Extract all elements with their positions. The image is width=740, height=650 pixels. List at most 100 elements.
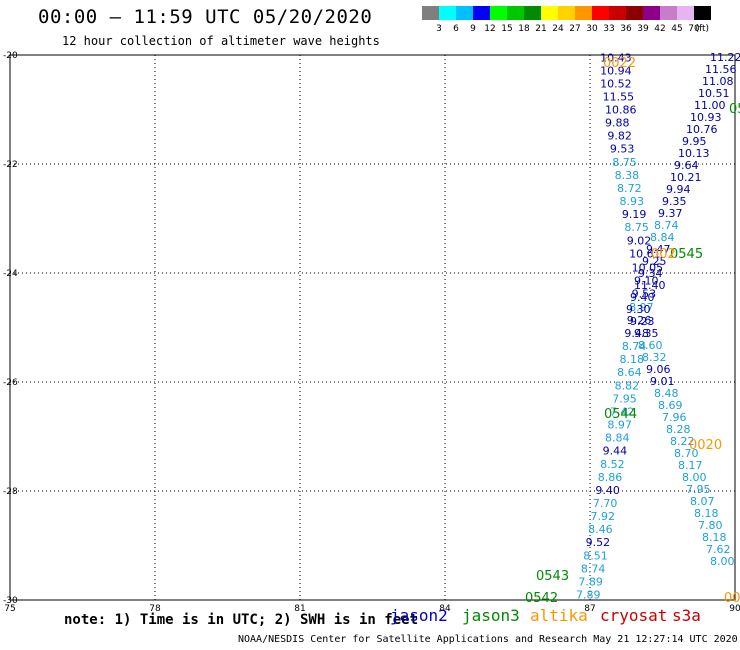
track-b-label: 9.23 (630, 315, 655, 328)
wave-height-value: 9.40 (595, 484, 620, 497)
x-tick-label: 87 (584, 604, 595, 614)
colorbar-swatch (575, 6, 592, 20)
wave-height-value: 8.82 (615, 379, 640, 392)
wave-height-value: 8.72 (617, 182, 642, 195)
track-b-label: 9.35 (662, 195, 687, 208)
track-b-label: 10.76 (686, 123, 718, 136)
colorbar-swatch (694, 6, 711, 20)
wave-height-value: 8.93 (620, 195, 645, 208)
x-tick-label: 84 (439, 604, 451, 614)
track-b-label: 8.48 (654, 387, 679, 400)
colorbar-label: 12 (484, 24, 495, 34)
track-b-label: 7.96 (662, 411, 687, 424)
colorbar-swatch (473, 6, 490, 20)
time-label: 002 (651, 247, 676, 262)
track-b-label: 8.60 (638, 339, 663, 352)
x-tick-label: 75 (4, 604, 15, 614)
wave-height-value: 9.88 (605, 117, 630, 130)
wave-height-value: 10.43 (600, 52, 632, 65)
colorbar-swatch (643, 6, 660, 20)
plot-frame (9, 54, 736, 601)
time-label: 0544 (604, 407, 637, 422)
track-b-label: 7.62 (706, 543, 731, 556)
track-b-label: 8.32 (642, 351, 667, 364)
wave-height-value: 8.86 (598, 471, 623, 484)
grid-lines (10, 55, 735, 600)
track-b-label: 9.35 (634, 327, 659, 340)
colorbar-label: 70 (688, 24, 700, 34)
wave-height-value: 7.92 (591, 510, 616, 523)
wave-height-value: 9.44 (603, 445, 628, 458)
legend-s3a: s3a (672, 606, 701, 625)
wave-height-value: 10.61 (629, 247, 661, 260)
y-tick-label: -20 (3, 51, 18, 61)
wave-height-value: 7.89 (578, 575, 603, 588)
track-a: 10.4310.9410.5211.5510.869.889.829.538.7… (576, 52, 663, 602)
wave-height-value: 9.19 (622, 208, 647, 221)
colorbar-label: 33 (603, 24, 614, 34)
track-b-label: 8.28 (666, 423, 691, 436)
time-label: 0545 (670, 247, 703, 262)
track-b-label: 10.51 (698, 87, 730, 100)
wave-height-value: 10.05 (632, 262, 664, 275)
track-b-label: 8.69 (658, 399, 683, 412)
track-b-label: 9.95 (682, 135, 707, 148)
wave-height-value: 8.75 (624, 221, 649, 234)
wave-height-value: 9.52 (586, 536, 611, 549)
x-tick-label: 90 (729, 604, 740, 614)
wave-height-value: 7.70 (593, 497, 618, 510)
wave-height-value: 9.53 (610, 143, 635, 156)
time-label: 0020 (689, 438, 722, 453)
wave-height-value: 8.64 (617, 366, 642, 379)
colorbar-label: 6 (453, 24, 459, 34)
chart-title: 00:00 – 11:59 UTC 05/20/2020 (38, 6, 373, 28)
colorbar-swatch (558, 6, 575, 20)
colorbar-swatch (592, 6, 609, 20)
colorbar-swatch (677, 6, 694, 20)
wave-height-value: 10.52 (600, 77, 632, 90)
colorbar-label: 45 (671, 24, 682, 34)
colorbar-label: 18 (518, 24, 530, 34)
x-tick-label: 81 (294, 604, 305, 614)
track-b-label: 11.56 (705, 63, 737, 76)
colorbar-label: 30 (586, 24, 598, 34)
track-b-label: 9.47 (646, 243, 671, 256)
track-b-label: 11.08 (702, 75, 734, 88)
wave-height-value: 8.38 (615, 169, 640, 182)
colorbar-label: 27 (569, 24, 580, 34)
wave-height-value: 8.74 (622, 340, 647, 353)
track-b-label: 11.22 (710, 51, 740, 64)
colorbar-unit: (ft) (695, 24, 709, 34)
wave-height-value: 7.89 (576, 589, 601, 602)
colorbar-legend: 3 6 9 12 15 18 21 24 27 30 33 36 39 42 45 70(ft) (422, 6, 711, 34)
track-b-label: 8.18 (702, 531, 727, 544)
track-b-label: 8.74 (654, 219, 679, 232)
track-b-label: 8.00 (710, 555, 735, 568)
wave-height-value: 10.86 (605, 104, 637, 117)
colorbar-swatch (609, 6, 626, 20)
legend-altika: altika (530, 606, 588, 625)
wave-height-value: 9.26 (627, 314, 652, 327)
colorbar-label: 15 (501, 24, 512, 34)
track-b-label: 7.95 (686, 483, 711, 496)
track-b-label: 8.07 (690, 495, 715, 508)
colorbar-label: 42 (654, 24, 665, 34)
y-tick-label: -22 (3, 160, 18, 170)
colorbar-swatch (456, 6, 473, 20)
colorbar-swatch (507, 6, 524, 20)
track-b-label: 7.80 (698, 519, 723, 532)
time-label: 05 (729, 102, 740, 117)
track-b-label: 9.94 (666, 183, 691, 196)
track-b-label: 8.18 (694, 507, 719, 520)
colorbar-swatch (541, 6, 558, 20)
track-b-label: 10.21 (670, 171, 702, 184)
colorbar-label: 9 (470, 24, 476, 34)
track-b-label: 9.25 (642, 255, 667, 268)
wave-height-value: 9.53 (632, 288, 657, 301)
legend-cryosat: cryosat (600, 606, 668, 625)
track-b-label: 10.93 (690, 111, 722, 124)
colorbar-swatch (524, 6, 541, 20)
colorbar-label: 39 (637, 24, 649, 34)
colorbar-swatch (439, 6, 456, 20)
